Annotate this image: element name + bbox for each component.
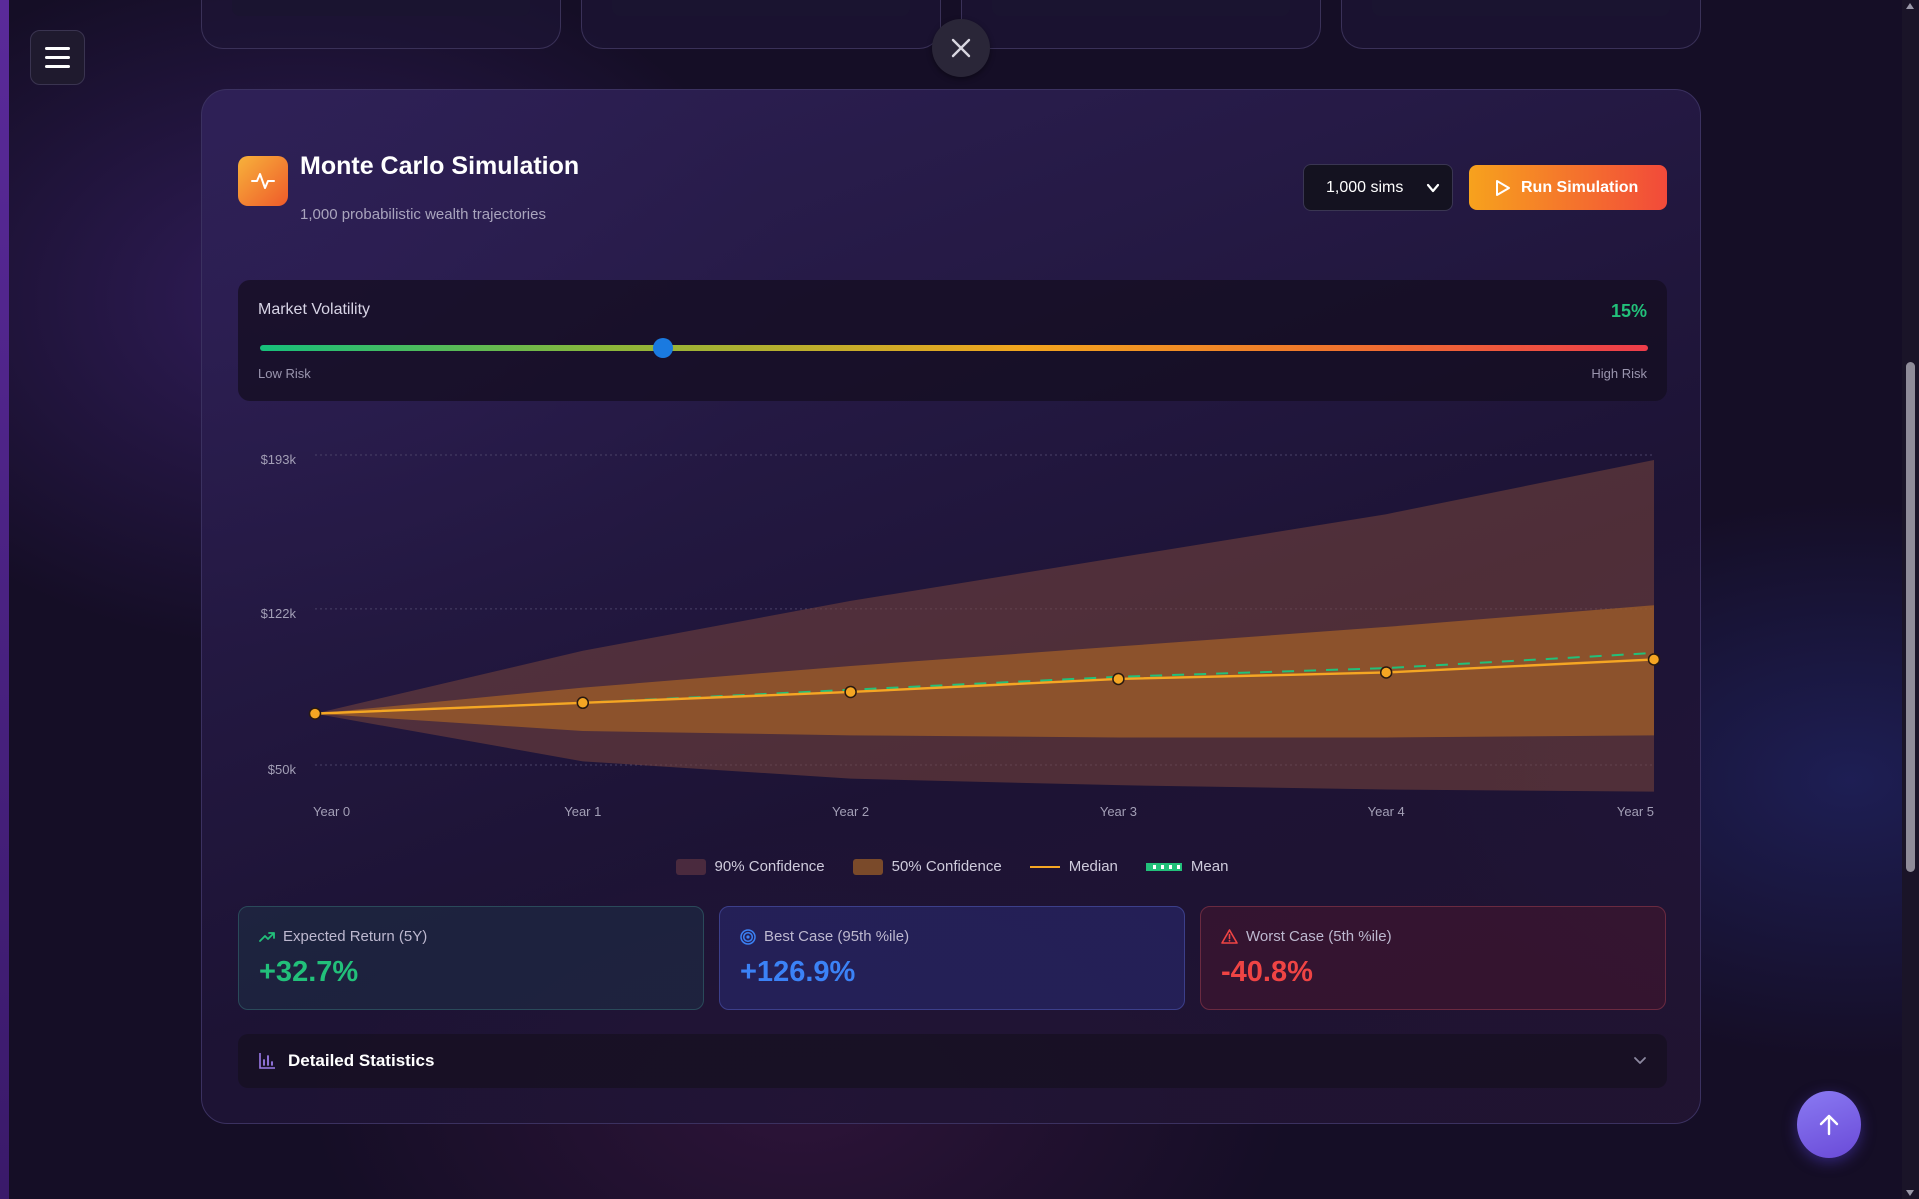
median-point bbox=[576, 696, 590, 710]
chevron-down-icon bbox=[1426, 183, 1440, 193]
legend-swatch bbox=[1145, 862, 1182, 871]
summary-card-inner bbox=[1372, 0, 1670, 16]
x-tick-label: Year 0 bbox=[313, 804, 350, 819]
page-subtitle: 1,000 probabilistic wealth trajectories bbox=[300, 206, 546, 223]
expected-return-label-row: Expected Return (5Y) bbox=[259, 928, 427, 945]
summary-card-inner bbox=[232, 0, 530, 16]
run-simulation-label: Run Simulation bbox=[1521, 178, 1639, 196]
legend-label: Median bbox=[1068, 858, 1118, 875]
y-tick-label: $122k bbox=[261, 606, 297, 621]
run-simulation-button[interactable]: Run Simulation bbox=[1469, 165, 1667, 210]
best-case-card: Best Case (95th %ile) +126.9% bbox=[719, 906, 1185, 1010]
y-tick-label: $193k bbox=[261, 452, 297, 467]
best-case-value: +126.9% bbox=[740, 956, 856, 988]
close-button[interactable] bbox=[932, 19, 990, 77]
low-risk-label: Low Risk bbox=[258, 366, 311, 381]
worst-case-value: -40.8% bbox=[1221, 956, 1313, 988]
summary-card bbox=[201, 0, 561, 49]
scroll-up-arrow-icon[interactable] bbox=[1906, 3, 1914, 9]
simulations-select-value: 1,000 sims bbox=[1326, 178, 1404, 196]
band-50-confidence bbox=[315, 605, 1654, 738]
x-tick-label: Year 1 bbox=[564, 804, 601, 819]
x-tick-label: Year 4 bbox=[1368, 804, 1405, 819]
chevron-down-icon bbox=[1634, 1057, 1646, 1064]
summary-card bbox=[581, 0, 941, 49]
monte-carlo-panel: Monte Carlo Simulation 1,000 probabilist… bbox=[201, 89, 1701, 1124]
bar-chart-icon bbox=[259, 1053, 275, 1069]
high-risk-label: High Risk bbox=[1591, 366, 1647, 381]
activity-icon bbox=[238, 156, 288, 206]
detailed-statistics-label: Detailed Statistics bbox=[288, 1051, 435, 1070]
legend-item-mean: Mean bbox=[1145, 858, 1229, 875]
legend-label: Mean bbox=[1190, 858, 1229, 875]
page-title: Monte Carlo Simulation bbox=[300, 152, 580, 180]
target-icon bbox=[740, 928, 756, 945]
volatility-control: Market Volatility 15% Low Risk High Risk bbox=[238, 280, 1667, 401]
page-scrollbar[interactable] bbox=[1902, 0, 1919, 1199]
expected-return-label: Expected Return (5Y) bbox=[283, 928, 428, 945]
menu-icon-bar bbox=[45, 56, 70, 59]
legend-swatch bbox=[852, 858, 883, 875]
chart-legend: 90% Confidence 50% Confidence Median Mea… bbox=[202, 858, 1702, 875]
summary-card bbox=[961, 0, 1321, 49]
legend-label: 90% Confidence bbox=[714, 858, 825, 875]
legend-label: 50% Confidence bbox=[891, 858, 1002, 875]
menu-icon bbox=[45, 47, 70, 50]
simulations-select[interactable]: 1,000 sims bbox=[1303, 164, 1453, 211]
summary-card-inner bbox=[992, 0, 1290, 16]
best-case-label-row: Best Case (95th %ile) bbox=[740, 928, 909, 945]
close-icon bbox=[951, 38, 971, 58]
volatility-slider-thumb[interactable] bbox=[652, 338, 673, 358]
scrollbar-thumb[interactable] bbox=[1906, 362, 1915, 872]
arrow-up-icon bbox=[1819, 1114, 1839, 1135]
best-case-label: Best Case (95th %ile) bbox=[764, 928, 910, 945]
median-point bbox=[308, 707, 322, 720]
median-point bbox=[844, 685, 857, 699]
warning-icon bbox=[1221, 929, 1238, 944]
menu-icon-bar bbox=[45, 65, 70, 68]
wealth-projection-chart: $193k $122k $50k Year 0 Year 1 Year 2 Year 3 Ye… bbox=[261, 452, 1661, 819]
expected-return-card: Expected Return (5Y) +32.7% bbox=[238, 906, 704, 1010]
median-line bbox=[314, 658, 1655, 715]
worst-case-card: Worst Case (5th %ile) -40.8% bbox=[1200, 906, 1666, 1010]
worst-case-label: Worst Case (5th %ile) bbox=[1246, 928, 1392, 945]
volatility-label: Market Volatility bbox=[258, 301, 371, 318]
legend-item-50-confidence: 50% Confidence bbox=[852, 858, 1002, 875]
x-tick-label: Year 2 bbox=[832, 804, 869, 819]
left-edge-strip bbox=[0, 0, 9, 1199]
median-point bbox=[1112, 672, 1125, 686]
y-tick-label: $50k bbox=[268, 762, 297, 777]
median-point bbox=[1647, 653, 1661, 666]
hamburger-menu-button[interactable] bbox=[30, 30, 85, 85]
summary-card-inner bbox=[612, 0, 910, 16]
detailed-statistics-toggle[interactable]: Detailed Statistics bbox=[238, 1034, 1667, 1088]
worst-case-label-row: Worst Case (5th %ile) bbox=[1221, 928, 1392, 945]
scroll-down-arrow-icon[interactable] bbox=[1906, 1190, 1914, 1196]
expected-return-value: +32.7% bbox=[259, 956, 359, 988]
volatility-value: 15% bbox=[1610, 301, 1647, 321]
scroll-to-top-button[interactable] bbox=[1797, 1091, 1861, 1158]
legend-item-median: Median bbox=[1029, 858, 1118, 875]
x-tick-label: Year 5 bbox=[1617, 804, 1654, 819]
summary-card bbox=[1341, 0, 1701, 49]
legend-swatch bbox=[675, 858, 706, 875]
play-icon bbox=[1496, 179, 1510, 196]
trending-up-icon bbox=[259, 931, 275, 942]
x-tick-label: Year 3 bbox=[1100, 804, 1137, 819]
median-point bbox=[1379, 666, 1393, 679]
legend-swatch bbox=[1029, 865, 1060, 868]
volatility-slider-track[interactable] bbox=[260, 345, 1648, 351]
legend-item-90-confidence: 90% Confidence bbox=[675, 858, 825, 875]
